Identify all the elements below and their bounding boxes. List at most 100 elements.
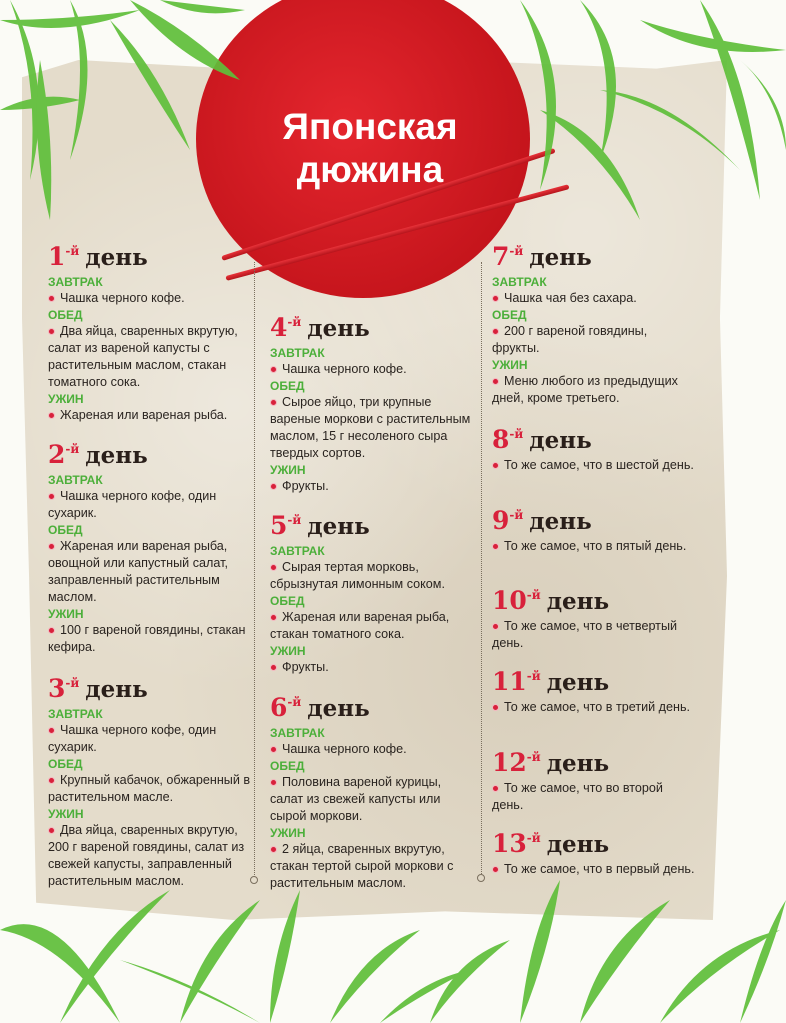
day-word: день — [307, 695, 370, 722]
meal-item: То же самое, что в четвертый день. — [492, 618, 697, 652]
meal-text: То же самое, что в пятый день. — [504, 539, 687, 553]
divider-end-dot — [477, 874, 485, 882]
day-heading: 1-й день — [48, 237, 253, 272]
bullet-icon — [270, 564, 277, 571]
meal-label: ОБЕД — [270, 759, 305, 773]
meal-text: Жареная или вареная рыба, стакан томатно… — [270, 610, 450, 641]
day-suffix: -й — [65, 442, 80, 456]
meal-text: Чашка черного кофе. — [282, 362, 407, 376]
meal-label: УЖИН — [270, 826, 306, 840]
meal-text: Чашка черного кофе. — [282, 742, 407, 756]
bullet-icon — [270, 614, 277, 621]
bullet-icon — [48, 727, 55, 734]
meal-label: ЗАВТРАК — [492, 275, 547, 289]
day-heading: 4-й день — [270, 308, 475, 343]
day-suffix: -й — [287, 695, 302, 709]
title-line-2: дюжина — [296, 149, 444, 190]
day-block: 8-й день То же самое, что в шестой день. — [492, 420, 697, 474]
meal-text: Половина вареной курицы, салат из свежей… — [270, 775, 442, 823]
meal-item: То же самое, что в третий день. — [492, 699, 697, 716]
day-number: 2 — [48, 440, 66, 469]
day-number: 7 — [492, 242, 510, 271]
day-number: 9 — [492, 506, 510, 535]
day-suffix: -й — [509, 427, 524, 441]
day-word: день — [85, 676, 148, 703]
meal-label: ЗАВТРАК — [270, 544, 325, 558]
meal-text: Два яйца, сваренных вкрутую, 200 г варен… — [48, 823, 245, 888]
meal-label: УЖИН — [492, 358, 528, 372]
meal-item: Сырая тертая морковь, сбрызнутая лимонны… — [270, 559, 475, 593]
meal-text: 2 яйца, сваренных вкрутую, стакан тертой… — [270, 842, 454, 890]
bullet-icon — [48, 412, 55, 419]
day-suffix: -й — [287, 315, 302, 329]
day-block: 12-й день То же самое, что во второй день. — [492, 743, 697, 814]
meal-item: Чашка черного кофе. — [270, 361, 475, 378]
meal-label: ЗАВТРАК — [270, 346, 325, 360]
meal-item: Чашка черного кофе. — [48, 290, 253, 307]
bullet-icon — [492, 328, 499, 335]
bullet-icon — [48, 777, 55, 784]
day-heading: 13-й день — [492, 824, 697, 859]
day-word: день — [529, 427, 592, 454]
day-word: день — [307, 315, 370, 342]
day-heading: 6-й день — [270, 688, 475, 723]
meal-item: Фрукты. — [270, 659, 475, 676]
day-number: 6 — [270, 693, 288, 722]
meal-text: Фрукты. — [282, 660, 329, 674]
meal-item: 100 г вареной говядины, стакан кефира. — [48, 622, 253, 656]
meal-text: Чашка черного кофе. — [60, 291, 185, 305]
meal-label: ОБЕД — [492, 308, 527, 322]
meal-text: То же самое, что в шестой день. — [504, 458, 694, 472]
meal-text: Чашка чая без сахара. — [504, 291, 637, 305]
day-suffix: -й — [526, 669, 541, 683]
day-word: день — [85, 442, 148, 469]
meal-label: ОБЕД — [48, 757, 83, 771]
bullet-icon — [48, 627, 55, 634]
meal-item: Жареная или вареная рыба. — [48, 407, 253, 424]
meal-text: Два яйца, сваренных вкрутую, салат из ва… — [48, 324, 238, 389]
meal-text: То же самое, что в первый день. — [504, 862, 695, 876]
day-block: 4-й день ЗАВТРАК Чашка черного кофе. ОБЕД Сыр… — [270, 308, 475, 495]
meal-item: 2 яйца, сваренных вкрутую, стакан тертой… — [270, 841, 475, 892]
bullet-icon — [270, 779, 277, 786]
column-divider — [481, 262, 482, 874]
bullet-icon — [48, 295, 55, 302]
day-number: 8 — [492, 425, 510, 454]
meal-text: То же самое, что в третий день. — [504, 700, 691, 714]
day-heading: 10-й день — [492, 581, 697, 616]
bullet-icon — [270, 746, 277, 753]
meal-text: 100 г вареной говядины, стакан кефира. — [48, 623, 246, 654]
meal-text: Чашка черного кофе, один сухарик. — [48, 723, 217, 754]
day-suffix: -й — [509, 508, 524, 522]
meal-item: Половина вареной курицы, салат из свежей… — [270, 774, 475, 825]
meal-label: УЖИН — [48, 807, 84, 821]
page-title: Японская дюжина — [200, 105, 540, 191]
meal-text: 200 г вареной говядины, фрукты. — [492, 324, 648, 355]
day-heading: 7-й день — [492, 237, 697, 272]
bullet-icon — [492, 704, 499, 711]
day-number: 3 — [48, 674, 66, 703]
day-block: 10-й день То же самое, что в четвертый ден… — [492, 581, 697, 652]
day-number: 12 — [492, 748, 527, 777]
meal-item: Фрукты. — [270, 478, 475, 495]
meal-label: ОБЕД — [48, 523, 83, 537]
meal-text: То же самое, что во второй день. — [492, 781, 663, 812]
day-word: день — [529, 244, 592, 271]
meal-label: ЗАВТРАК — [48, 473, 103, 487]
day-heading: 11-й день — [492, 662, 697, 697]
meal-item: То же самое, что в пятый день. — [492, 538, 697, 555]
day-number: 5 — [270, 511, 288, 540]
meal-item: То же самое, что в первый день. — [492, 861, 697, 878]
day-block: 9-й день То же самое, что в пятый день. — [492, 501, 697, 555]
meal-label: УЖИН — [48, 392, 84, 406]
meal-item: Крупный кабачок, обжаренный в растительн… — [48, 772, 253, 806]
meal-text: Чашка черного кофе, один сухарик. — [48, 489, 217, 520]
meal-item: Жареная или вареная рыба, овощной или ка… — [48, 538, 253, 606]
meal-label: ОБЕД — [270, 379, 305, 393]
day-number: 11 — [492, 667, 527, 696]
day-suffix: -й — [65, 676, 80, 690]
day-block: 3-й день ЗАВТРАК Чашка черного кофе, один с… — [48, 669, 253, 890]
meal-label: УЖИН — [270, 463, 306, 477]
meal-label: ЗАВТРАК — [48, 707, 103, 721]
day-word: день — [85, 244, 148, 271]
